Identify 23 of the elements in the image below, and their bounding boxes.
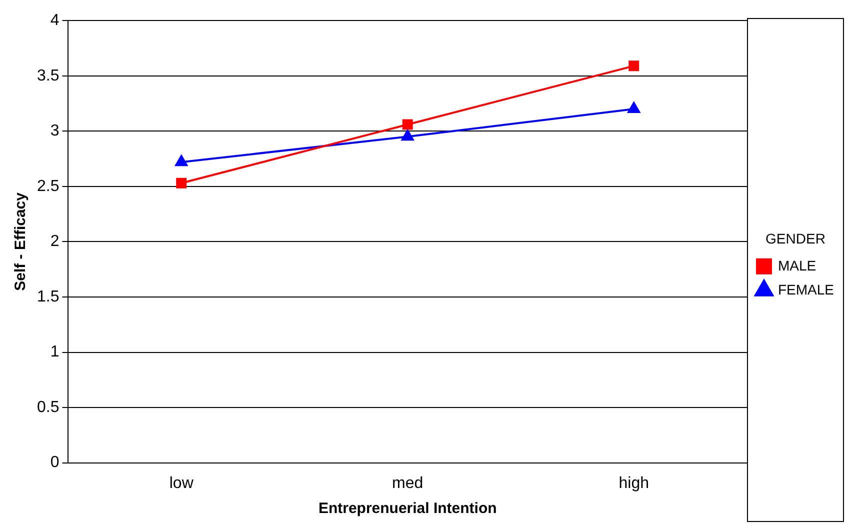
point [176,178,187,188]
legend-label: MALE [778,257,816,274]
x-tick-label: med [392,474,424,492]
y-tick-label: 0.5 [36,398,60,416]
point [628,60,640,72]
x-tick-label: low [169,474,194,492]
legend-label: FEMALE [778,281,834,298]
y-tick-label: 1.5 [36,288,60,306]
x-tick-label: high [618,474,649,492]
point [402,119,413,130]
point [175,155,188,166]
y-tick-label: 3.5 [36,67,60,84]
y-tick-label: 2.5 [36,178,60,195]
y-tick-label: 0 [50,454,60,472]
legend-title: GENDER [766,230,826,246]
point [628,102,640,114]
y-tick-label: 2 [50,233,60,250]
point [401,130,414,141]
x-axis-title: Entreprenuerial Intention [318,500,497,518]
y-tick-label: 4 [50,12,60,30]
y-tick-label: 3 [50,122,60,140]
y-axis-title: Self - Efficacy [12,192,30,291]
y-tick-label: 1 [50,344,60,361]
